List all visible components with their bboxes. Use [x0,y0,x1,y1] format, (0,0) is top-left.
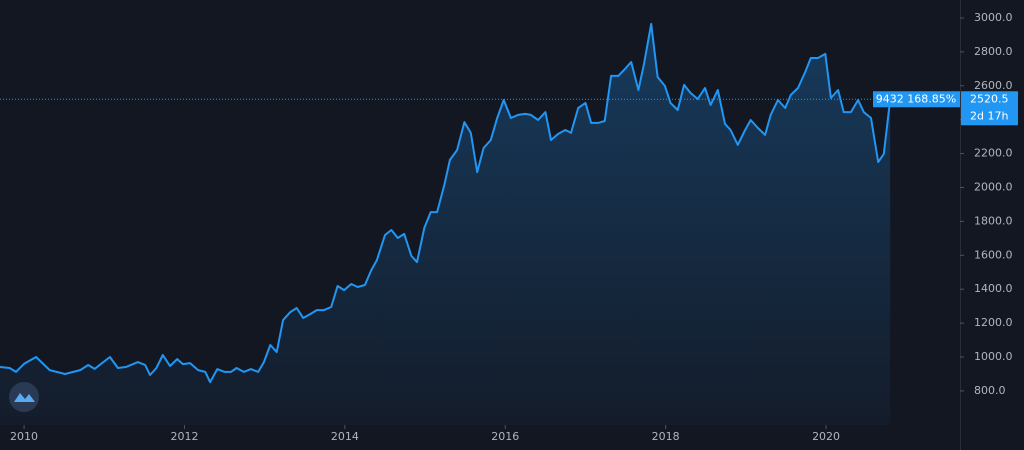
y-tick-label: 2000.0 [974,180,1013,193]
y-tick-label: 800.0 [974,384,1006,397]
x-tick-label: 2020 [812,430,840,443]
last-price-label: 2520.5 [970,92,1009,105]
y-tick-label: 3000.0 [974,11,1013,24]
x-tick-label: 2014 [331,430,359,443]
price-line [0,22,892,384]
y-tick-label: 1200.0 [974,316,1013,329]
y-tick-label: 2800.0 [974,45,1013,58]
x-tick-label: 2018 [652,430,680,443]
y-tick-label: 1600.0 [974,248,1013,261]
y-tick-label: 1800.0 [974,214,1013,227]
change-label: 9432 168.85% [876,92,956,105]
countdown-label: 2d 17h [970,109,1008,122]
area-fill [0,23,891,426]
x-tick-label: 2016 [491,430,519,443]
price-badge [961,91,1018,126]
y-tick-label: 2600.0 [974,79,1013,92]
x-tick-label: 2010 [10,430,38,443]
logo[interactable] [9,382,39,412]
y-tick-label: 2200.0 [974,147,1013,160]
change-badge [873,91,960,108]
y-tick-label: 1000.0 [974,350,1013,363]
y-tick-label: 1400.0 [974,282,1013,295]
x-tick-label: 2012 [170,430,198,443]
